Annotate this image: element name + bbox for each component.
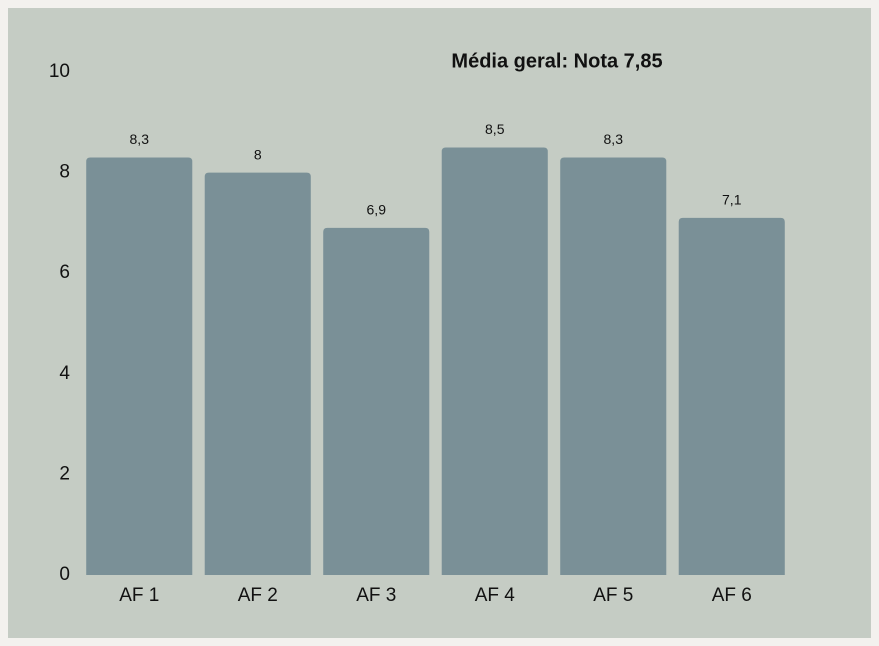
x-tick-label: AF 3 [356,585,396,606]
x-tick-label: AF 2 [238,585,278,606]
y-tick-label: 8 [59,162,70,183]
y-tick-label: 6 [59,262,70,283]
data-label: 7,1 [722,192,742,208]
y-tick-label: 0 [59,564,70,585]
x-tick-label: AF 4 [475,585,516,606]
bar [441,147,548,575]
y-tick-label: 10 [49,61,70,82]
y-tick-label: 2 [59,463,70,484]
data-label: 8 [254,146,262,162]
data-label: 6,9 [367,202,387,218]
bar [323,227,430,575]
bar [86,157,193,575]
chart-title: Média geral: Nota 7,85 [451,50,662,72]
data-label: 8,5 [485,121,505,137]
bar [560,157,667,575]
bar [678,217,785,575]
y-tick-label: 4 [59,363,70,384]
data-label: 8,3 [130,131,150,147]
bar [204,172,311,575]
x-tick-label: AF 5 [593,585,633,606]
x-tick-label: AF 1 [119,585,159,606]
x-tick-label: AF 6 [712,585,752,606]
data-label: 8,3 [604,131,624,147]
